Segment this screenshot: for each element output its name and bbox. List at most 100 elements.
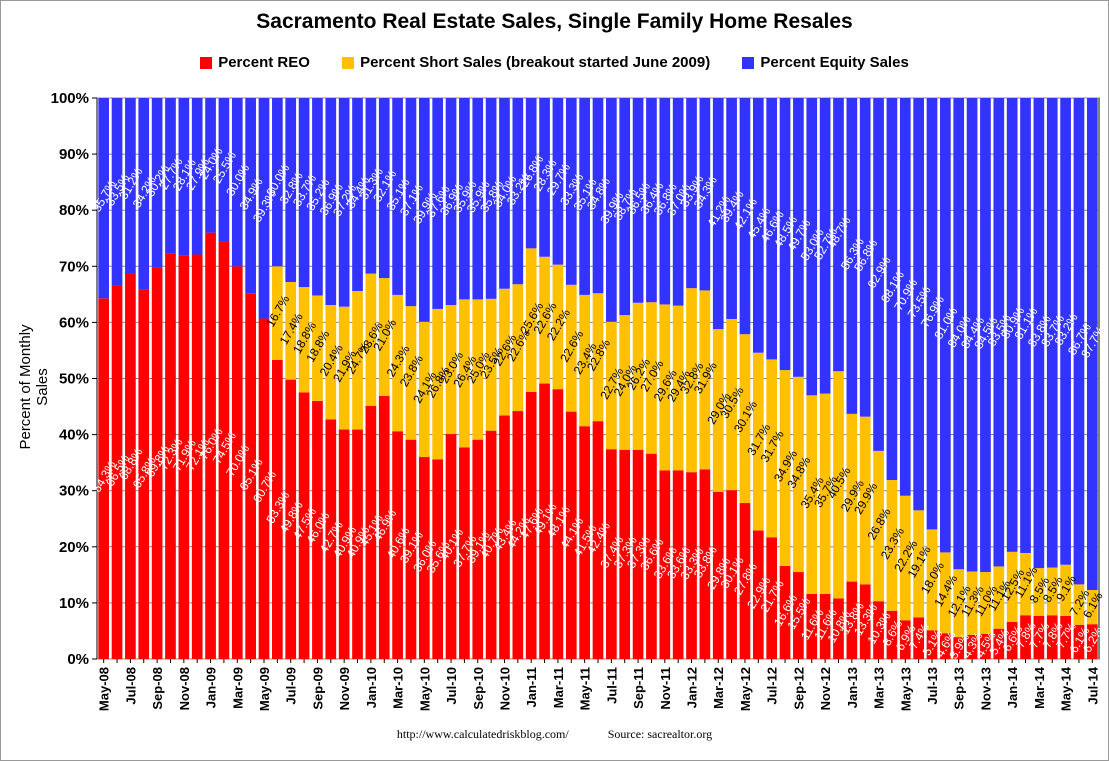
bar-segment-equity-sales	[980, 98, 991, 573]
bar-segment-reo	[1073, 624, 1085, 659]
bar-segment-reo	[659, 470, 671, 659]
bar-segment-short-sales	[285, 282, 297, 380]
bar-segment-equity-sales	[966, 98, 978, 572]
x-tick-label: Jul-10	[444, 667, 459, 705]
bar-segment-short-sales	[659, 304, 671, 471]
bar-segment-equity-sales	[485, 98, 497, 299]
bar-segment-equity-sales	[365, 98, 377, 274]
bar-segment-equity-sales	[312, 98, 323, 296]
x-tick-label: Sep-08	[150, 667, 165, 710]
x-tick-label: Jan-11	[524, 667, 539, 707]
bar-segment-equity-sales	[325, 98, 337, 306]
bar-segment-short-sales	[525, 248, 537, 392]
bar-segment-reo	[418, 457, 430, 659]
x-tick-label: Nov-10	[497, 667, 512, 710]
y-tick-label: 80%	[59, 202, 89, 219]
x-tick-label: Mar-09	[230, 667, 245, 709]
bar-segment-equity-sales	[859, 98, 871, 417]
chart-legend: Percent REO Percent Short Sales (breakou…	[0, 54, 1109, 73]
bar-segment-reo	[966, 634, 978, 659]
bar-segment-reo	[940, 633, 951, 659]
bar-segment-reo	[205, 232, 216, 659]
x-tick-label: Sep-13	[952, 667, 967, 710]
bar-segment-equity-sales	[926, 98, 938, 530]
legend-label-reo: Percent REO	[218, 54, 310, 71]
bar-segment-equity-sales	[846, 98, 858, 414]
bar-segment-short-sales	[312, 295, 323, 401]
bar-segment-short-sales	[565, 284, 577, 412]
x-tick-label: Jul-09	[284, 667, 299, 705]
bar-segment-reo	[285, 379, 297, 659]
bar-segment-reo	[712, 491, 724, 659]
bar-segment-reo	[913, 617, 924, 659]
x-tick-label: May-13	[898, 667, 913, 711]
x-tick-label: Jan-09	[204, 667, 219, 708]
bar-segment-short-sales	[378, 278, 390, 396]
bar-segment-reo	[619, 449, 631, 659]
bar-segment-reo	[592, 421, 604, 659]
bar-segment-reo	[565, 411, 577, 659]
bar-segment-equity-sales	[565, 98, 577, 285]
bar-segment-equity-sales	[699, 98, 711, 291]
bar-segment-equity-sales	[1033, 98, 1045, 569]
bar-segment-equity-sales	[793, 98, 804, 377]
bar-segment-equity-sales	[766, 98, 778, 360]
bar-segment-reo	[245, 293, 256, 659]
bar-segment-equity-sales	[432, 98, 444, 309]
bar-segment-reo	[499, 415, 510, 659]
bar-segment-equity-sales	[392, 98, 403, 295]
bar-segment-equity-sales	[1060, 98, 1071, 565]
bar-segment-reo	[766, 537, 778, 659]
bar-segment-reo	[392, 431, 403, 659]
bar-segment-reo	[846, 581, 858, 659]
x-tick-label: Sep-12	[791, 667, 806, 710]
bar-segment-short-sales	[392, 294, 403, 432]
bar-segment-short-sales	[672, 305, 684, 471]
bar-segment-short-sales	[846, 413, 858, 582]
bar-segment-reo	[632, 449, 644, 659]
bar-segment-short-sales	[499, 288, 510, 416]
x-tick-label: Nov-11	[658, 667, 673, 710]
x-tick-label: Nov-09	[337, 667, 352, 710]
bar-segment-equity-sales	[231, 98, 243, 267]
bar-segment-reo	[178, 255, 190, 660]
x-tick-label: Jul-08	[123, 667, 138, 705]
bar-segment-equity-sales	[272, 98, 283, 267]
bar-segment-reo	[98, 298, 110, 659]
bar-segment-reo	[325, 419, 337, 659]
bar-segment-equity-sales	[418, 98, 430, 322]
bar-segment-short-sales	[859, 416, 871, 585]
bar-segment-short-sales	[1006, 551, 1018, 622]
x-tick-label: May-10	[417, 667, 432, 711]
bar-segment-short-sales	[926, 529, 938, 631]
bar-segment-reo	[405, 439, 417, 659]
bar-segment-reo	[993, 628, 1005, 659]
x-tick-label: Sep-11	[631, 667, 646, 709]
bar-segment-equity-sales	[165, 98, 176, 254]
bar-segment-equity-sales	[779, 98, 791, 371]
bar-segment-reo	[272, 359, 283, 659]
bar-segment-equity-sales	[98, 98, 110, 299]
bar-segment-short-sales	[819, 393, 831, 594]
bar-segment-reo	[980, 633, 991, 659]
bar-segment-reo	[472, 439, 484, 659]
bar-segment-short-sales	[699, 290, 711, 470]
bar-segment-equity-sales	[1046, 98, 1058, 568]
bar-segment-reo	[1086, 624, 1098, 659]
bar-segment-short-sales	[793, 376, 804, 573]
bar-segment-reo	[686, 472, 697, 659]
bar-segment-equity-sales	[913, 98, 924, 511]
bar-segment-equity-sales	[712, 98, 724, 330]
bar-segment-reo	[258, 318, 270, 659]
bar-segment-short-sales	[993, 566, 1005, 629]
bar-segment-equity-sales	[445, 98, 457, 306]
bar-segment-short-sales	[1033, 568, 1045, 616]
bar-segment-reo	[726, 490, 737, 659]
bar-segment-reo	[1020, 615, 1031, 659]
bar-segment-reo	[445, 434, 457, 659]
bar-segment-equity-sales	[819, 98, 831, 394]
bar-segment-equity-sales	[953, 98, 965, 570]
x-tick-label: Jul-14	[1085, 666, 1100, 704]
x-tick-label: May-09	[257, 667, 272, 711]
legend-swatch-equity-sales	[742, 56, 755, 69]
